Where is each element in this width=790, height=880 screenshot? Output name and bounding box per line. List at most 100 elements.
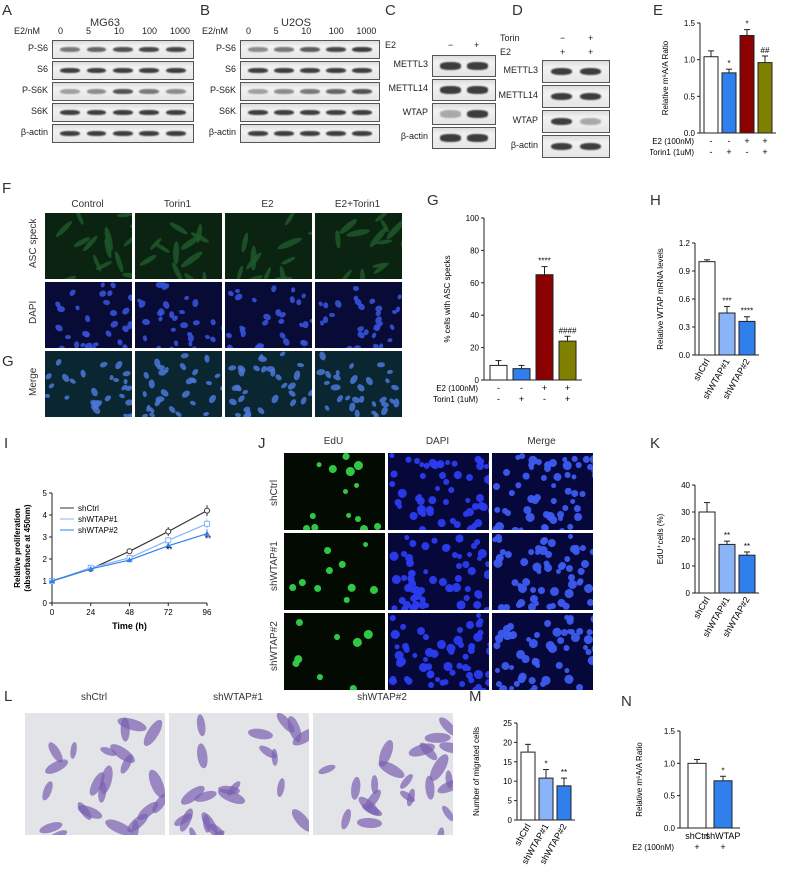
y-tick-label: 0.5: [664, 792, 676, 801]
y-tick-label: 5: [508, 797, 513, 806]
blot-band: [467, 86, 488, 94]
y-tick-label: 1.5: [684, 19, 696, 28]
cell: [422, 633, 429, 641]
micrograph-panel: [44, 350, 133, 418]
condition-value: +: [744, 136, 749, 146]
cell: [112, 250, 125, 273]
cell: [493, 520, 506, 530]
bar: [738, 554, 756, 594]
condition-value: +: [519, 394, 524, 404]
dose-value: 100: [328, 26, 344, 36]
blot-strip: [240, 40, 380, 59]
cell: [425, 494, 438, 506]
blot-band: [86, 88, 107, 95]
micrograph-panel: [134, 350, 223, 418]
cell: [434, 485, 441, 492]
dose-label: E2/nM: [202, 26, 229, 36]
y-tick-label: 100: [466, 214, 480, 223]
blot-band: [440, 86, 461, 94]
cell: [535, 568, 543, 576]
cell: [370, 331, 377, 339]
blot-bands: [437, 108, 491, 120]
cell: [288, 806, 309, 835]
cell: [522, 473, 530, 480]
condition-value: -: [543, 394, 546, 404]
cell: [346, 582, 358, 594]
cell: [283, 213, 297, 227]
cell: [484, 560, 489, 568]
data-point: [126, 557, 133, 563]
significance-mark: ****: [538, 257, 550, 266]
y-axis-label: Relative m⁶A/A Ratio: [661, 40, 670, 115]
micrograph-panel: [491, 532, 594, 611]
cell: [48, 382, 56, 389]
cell: [318, 351, 328, 362]
chart-n-m6a-ratio: 0.0 0.5 1.0 1.5 Relative m⁶A/A Ratio * shCtrls…: [632, 727, 740, 852]
blot-strip: [542, 85, 610, 108]
cell: [320, 320, 325, 326]
blot-bands: [437, 132, 491, 144]
condition-value: +: [542, 383, 547, 393]
blot-band: [139, 88, 160, 95]
dose-value: 1000: [356, 26, 377, 36]
cell: [566, 565, 574, 573]
cell: [300, 292, 307, 300]
legend-label: shCtrl: [78, 504, 99, 513]
y-tick-label: 0.9: [679, 267, 691, 276]
condition-value: -: [710, 147, 713, 157]
cell: [379, 405, 389, 417]
significance-mark: *: [745, 20, 748, 29]
blot-bands: [57, 129, 189, 138]
micro-row-label: DAPI: [28, 301, 39, 325]
cell: [456, 600, 466, 610]
blot-row-label: β-actin: [20, 126, 48, 137]
cell: [514, 481, 522, 489]
panel-letter-k: K: [650, 435, 661, 452]
cell: [555, 569, 562, 575]
cell: [180, 388, 192, 399]
cell: [103, 329, 113, 339]
cell: [528, 586, 538, 595]
cell: [438, 739, 453, 756]
blot-a-title: MG63: [90, 17, 120, 29]
cell: [122, 369, 131, 377]
cell: [362, 628, 375, 641]
x-tick-label: 72: [164, 608, 173, 617]
cell: [452, 469, 464, 480]
panel-letter-f: F: [2, 180, 12, 197]
panel-letter-c: C: [385, 2, 396, 19]
data-point: [204, 520, 210, 527]
cell: [549, 515, 559, 525]
blot-band: [248, 130, 268, 137]
micro-row-label: shCtrl: [269, 479, 280, 507]
blot-band: [300, 109, 320, 116]
cell: [453, 519, 463, 529]
blot-strip: [52, 40, 194, 59]
blot-bands: [57, 66, 189, 75]
dose-value: 0: [58, 26, 64, 36]
significance-mark: ####: [559, 326, 577, 335]
cell: [466, 551, 474, 558]
chart-h-wtap-mrna: 0.0 0.3 0.6 0.9 1.2 Relative WTAP mRNA levels…: [656, 239, 759, 401]
cell: [289, 397, 298, 408]
blot-band: [86, 67, 107, 74]
cell: [195, 742, 210, 769]
blot-band: [579, 92, 602, 101]
significance-mark: *: [721, 766, 724, 775]
cell: [52, 273, 78, 279]
y-tick-label: 0: [686, 589, 691, 598]
cell: [399, 241, 402, 264]
micrograph-panel: [224, 281, 313, 349]
chart-i-proliferation: 0 24 48 72 96 0 1 2 3 4 5 Time (h) Relative prolifer…: [13, 489, 212, 631]
cell: [142, 370, 150, 380]
cell: [514, 454, 521, 462]
cell: [83, 315, 91, 323]
cell: [518, 556, 530, 568]
blot-band: [352, 130, 372, 137]
blot-row-label: METTL3: [393, 59, 428, 69]
cell: [558, 527, 567, 530]
chart-e-m6a-ratio: 0.0 0.5 1.0 1.5 Relative m⁶A/A Ratio * * ## E2 (…: [650, 19, 776, 157]
condition-value: +: [694, 842, 699, 852]
blot-band: [165, 67, 186, 74]
bar: [703, 56, 719, 134]
